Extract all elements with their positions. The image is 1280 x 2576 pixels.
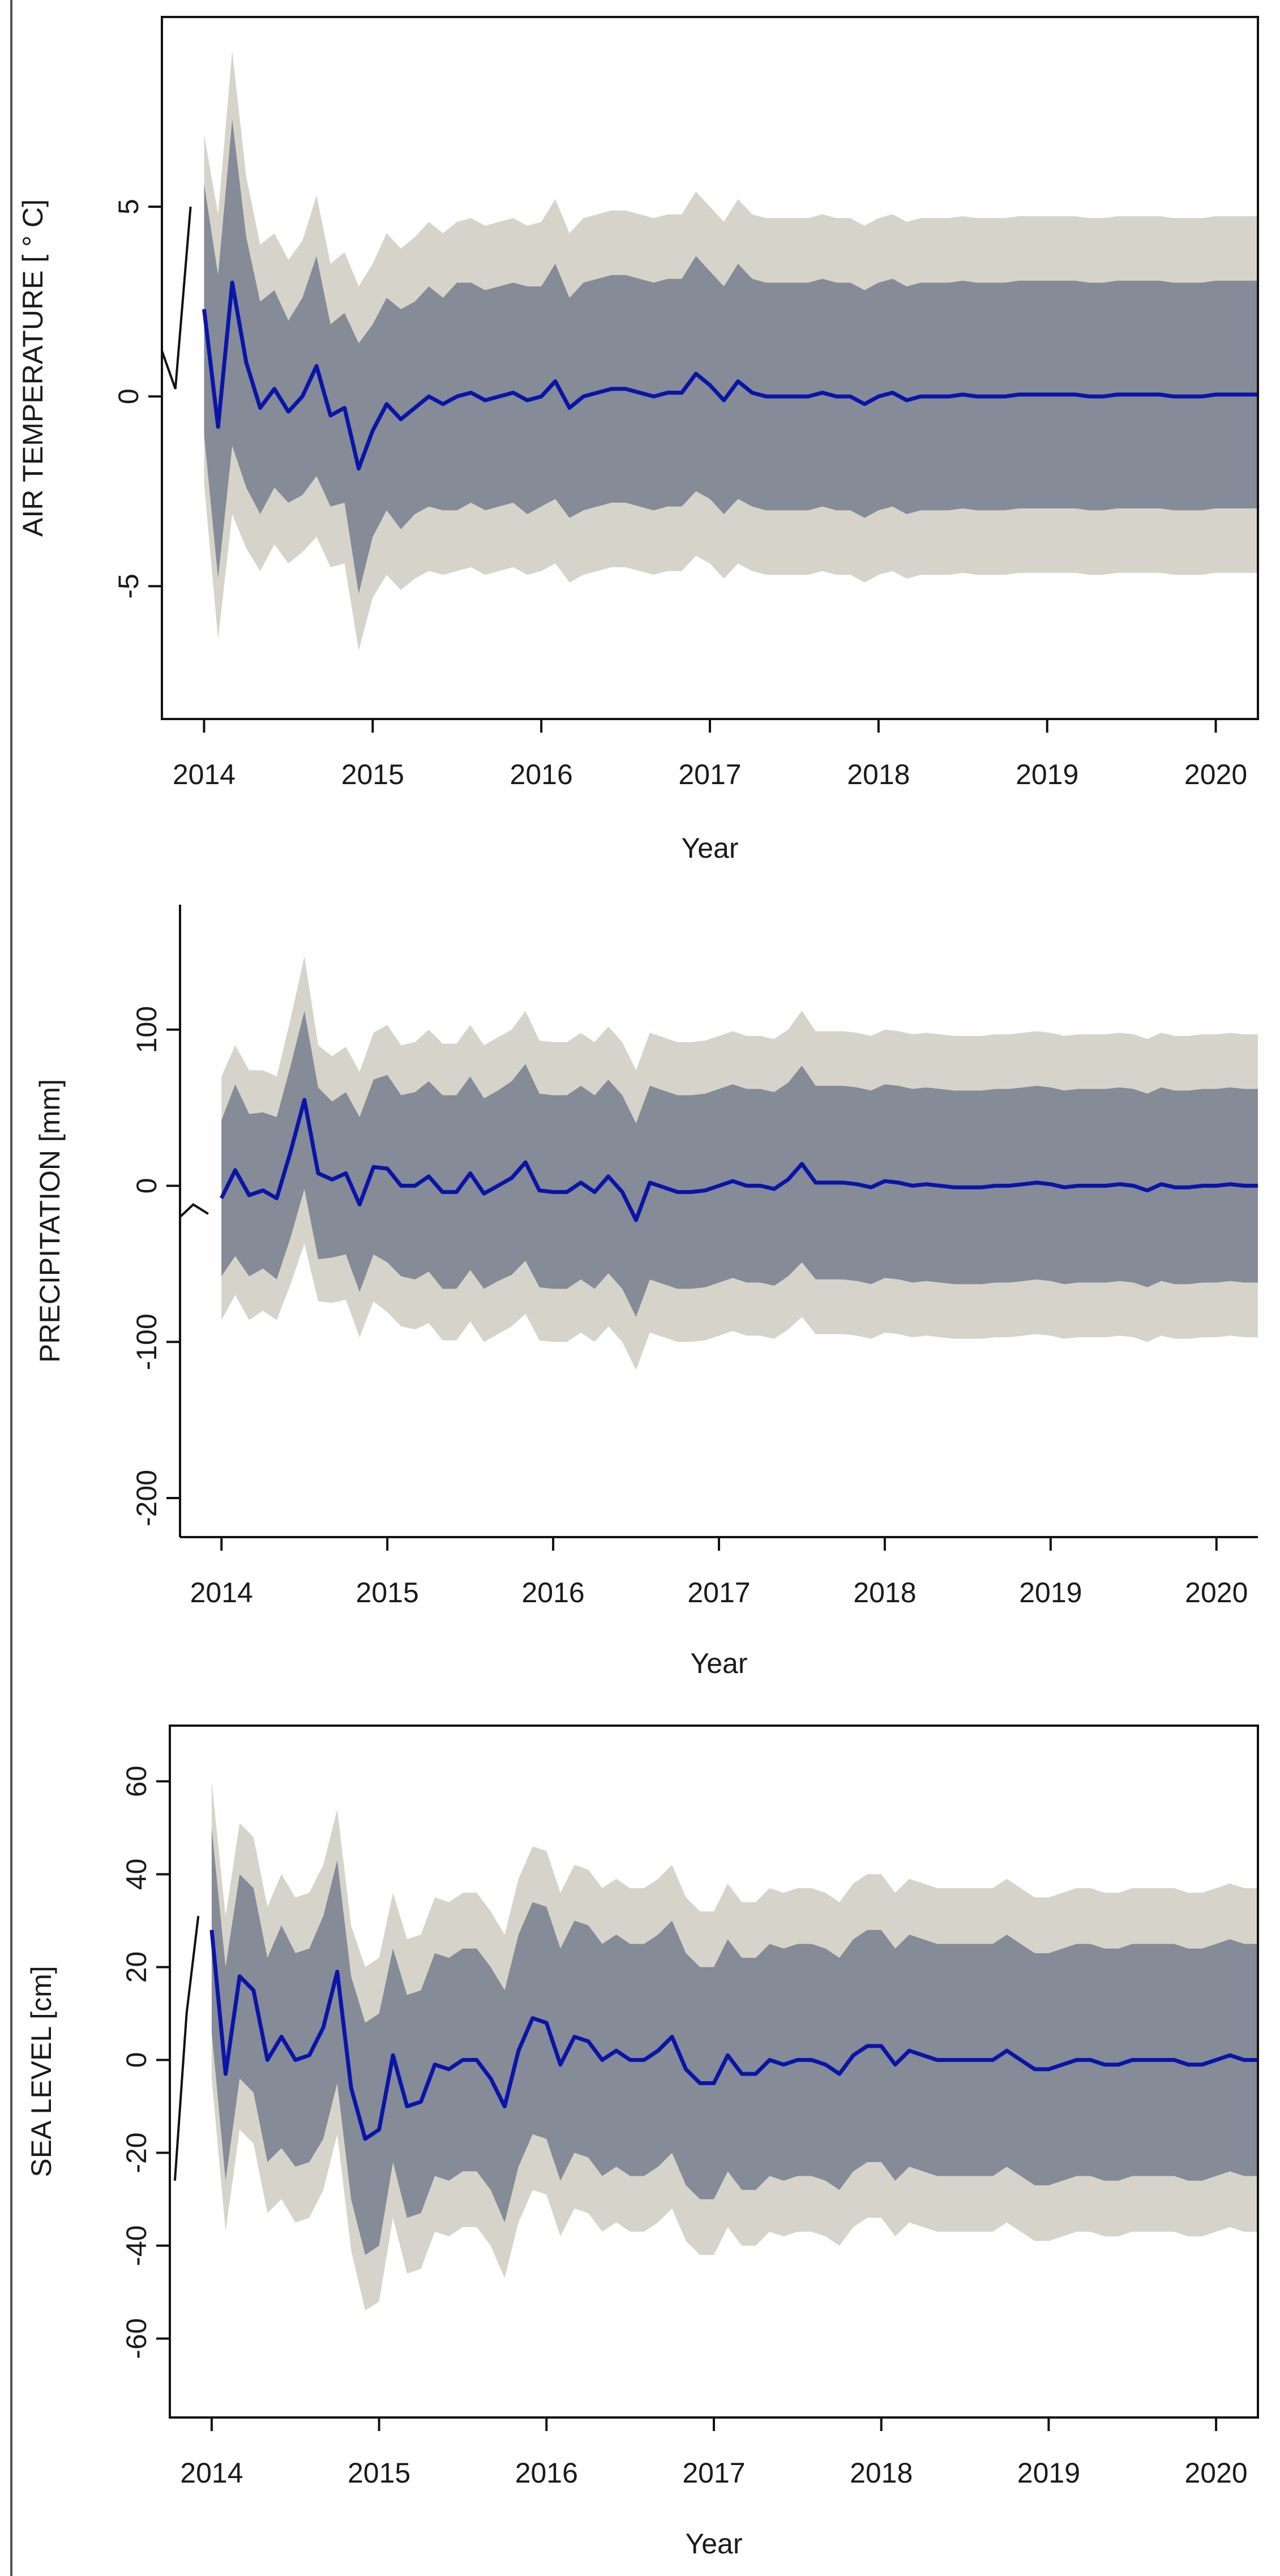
precipitation-y-tick-label: -200 bbox=[131, 1470, 162, 1526]
sea-level-x-tick-label: 2017 bbox=[682, 2457, 745, 2489]
air-temperature-x-tick-label: 2017 bbox=[678, 759, 741, 790]
sea-level-chart: 2014 2015 2016 2017 2018 2019 2020 -60 -40 -20 0 20… bbox=[25, 1725, 1259, 2560]
precipitation-inner-band bbox=[221, 1011, 1258, 1317]
sea-level-x-tick-label: 2019 bbox=[1017, 2457, 1080, 2489]
precipitation-x-tick-label: 2019 bbox=[1019, 1577, 1082, 1608]
sea-level-inner-band bbox=[211, 1828, 1258, 2255]
precipitation-chart: 2014 2015 2016 2017 2018 2019 2020 -200 -100 0 100… bbox=[34, 905, 1258, 1679]
sea-level-y-tick-label: -40 bbox=[121, 2225, 152, 2266]
sea-level-y-tick-label: 40 bbox=[121, 1859, 152, 1890]
air-temperature-y-axis-title: AIR TEMPERATURE [ ° C] bbox=[17, 199, 49, 537]
sea-level-history-line bbox=[173, 1916, 200, 2181]
sea-level-x-tick-label: 2016 bbox=[515, 2457, 578, 2489]
air-temperature-y-tick-label: 5 bbox=[113, 199, 144, 215]
air-temperature-chart: 2014 2015 2016 2017 2018 2019 2020 -5 0 5 Year AIR … bbox=[17, 16, 1259, 864]
precipitation-forecast-line bbox=[220, 1098, 1258, 1222]
precipitation-y-tick-label: 100 bbox=[131, 1006, 162, 1053]
precipitation-y-axis-title: PRECIPITATION [mm] bbox=[34, 1079, 66, 1363]
air-temperature-x-tick-label: 2018 bbox=[847, 759, 910, 790]
sea-level-forecast-line bbox=[209, 1929, 1258, 2141]
precipitation-x-tick-label: 2014 bbox=[190, 1577, 253, 1608]
sea-level-x-tick-label: 2015 bbox=[348, 2457, 410, 2489]
sea-level-x-axis-title: Year bbox=[685, 2528, 742, 2560]
precipitation-x-axis-title: Year bbox=[690, 1648, 747, 1679]
air-temperature-x-tick-label: 2014 bbox=[173, 759, 236, 790]
air-temperature-y-tick-label: 0 bbox=[113, 388, 144, 404]
precipitation-x-tick-label: 2018 bbox=[853, 1577, 916, 1608]
sea-level-y-axis-title: SEA LEVEL [cm] bbox=[25, 1966, 57, 2177]
air-temperature-x-axis-title: Year bbox=[681, 832, 738, 864]
sea-level-y-tick-label: 60 bbox=[121, 1766, 152, 1798]
sea-level-y-tick-label: 0 bbox=[121, 2052, 152, 2068]
air-temperature-forecast-line bbox=[202, 280, 1258, 471]
air-temperature-inner-band bbox=[204, 119, 1258, 594]
sea-level-x-tick-label: 2020 bbox=[1184, 2457, 1247, 2489]
air-temperature-y-tick-label: -5 bbox=[113, 574, 144, 598]
precipitation-x-tick-label: 2015 bbox=[356, 1577, 419, 1608]
sea-level-y-tick-label: -60 bbox=[121, 2318, 152, 2359]
sea-level-y-tick-label: -20 bbox=[121, 2132, 152, 2173]
air-temperature-x-tick-label: 2020 bbox=[1184, 759, 1247, 790]
precipitation-y-tick-label: -100 bbox=[131, 1313, 162, 1370]
precipitation-x-tick-label: 2016 bbox=[521, 1577, 584, 1608]
precipitation-history-line bbox=[180, 1203, 209, 1219]
precipitation-y-tick-label: 0 bbox=[131, 1178, 162, 1194]
air-temperature-x-tick-label: 2016 bbox=[510, 759, 573, 790]
air-temperature-x-tick-label: 2015 bbox=[341, 759, 404, 790]
air-temperature-x-tick-label: 2019 bbox=[1016, 759, 1078, 790]
sea-level-x-tick-label: 2014 bbox=[180, 2457, 243, 2489]
precipitation-x-tick-label: 2020 bbox=[1185, 1577, 1248, 1608]
sea-level-y-tick-label: 20 bbox=[121, 1952, 152, 1983]
sea-level-x-tick-label: 2018 bbox=[850, 2457, 913, 2489]
page-frame bbox=[10, 0, 1280, 2576]
air-temperature-history-line bbox=[162, 206, 192, 390]
precipitation-x-tick-label: 2017 bbox=[687, 1577, 750, 1608]
